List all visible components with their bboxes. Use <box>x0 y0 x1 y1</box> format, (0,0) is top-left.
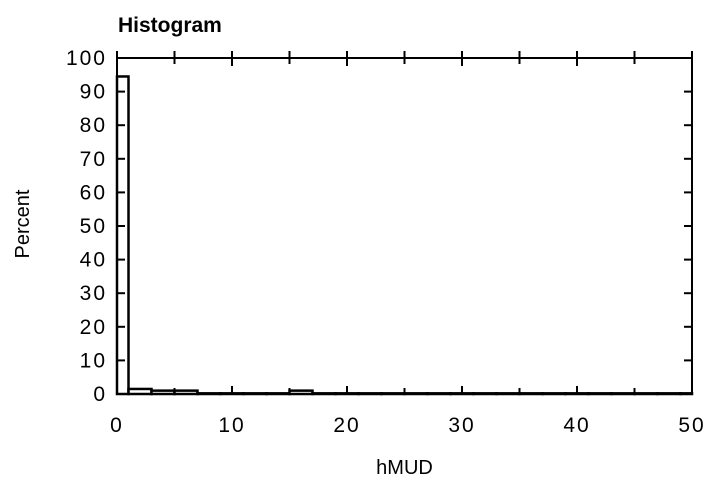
y-axis-label: Percent <box>12 189 34 258</box>
y-tick-label: 60 <box>80 181 107 204</box>
histogram-bars <box>115 75 694 396</box>
x-tick-label: 10 <box>218 414 245 437</box>
x-tick-label: 20 <box>333 414 360 437</box>
y-tick-label: 90 <box>80 81 107 104</box>
x-axis-label: hMUD <box>376 457 433 479</box>
plot-frame <box>116 57 693 395</box>
y-tick-label: 40 <box>80 249 107 272</box>
histogram-bar <box>115 75 130 396</box>
x-tick-label: 50 <box>678 414 705 437</box>
chart-title: Histogram <box>118 14 222 37</box>
y-tick-label: 20 <box>80 316 107 339</box>
y-tick-label: 0 <box>93 383 107 406</box>
y-tick-label: 10 <box>80 349 107 372</box>
x-tick-label: 30 <box>448 414 475 437</box>
y-tick-label: 70 <box>80 148 107 171</box>
y-tick-label: 100 <box>66 47 107 70</box>
y-tick-label: 30 <box>80 282 107 305</box>
x-axis-ticks: 0 10 20 30 40 50 <box>110 51 705 437</box>
y-tick-label: 50 <box>80 215 107 238</box>
x-tick-label: 0 <box>110 414 124 437</box>
y-axis-ticks: 0 10 20 30 40 50 60 70 80 90 100 <box>66 47 692 406</box>
x-tick-label: 40 <box>563 414 590 437</box>
y-tick-label: 80 <box>80 114 107 137</box>
